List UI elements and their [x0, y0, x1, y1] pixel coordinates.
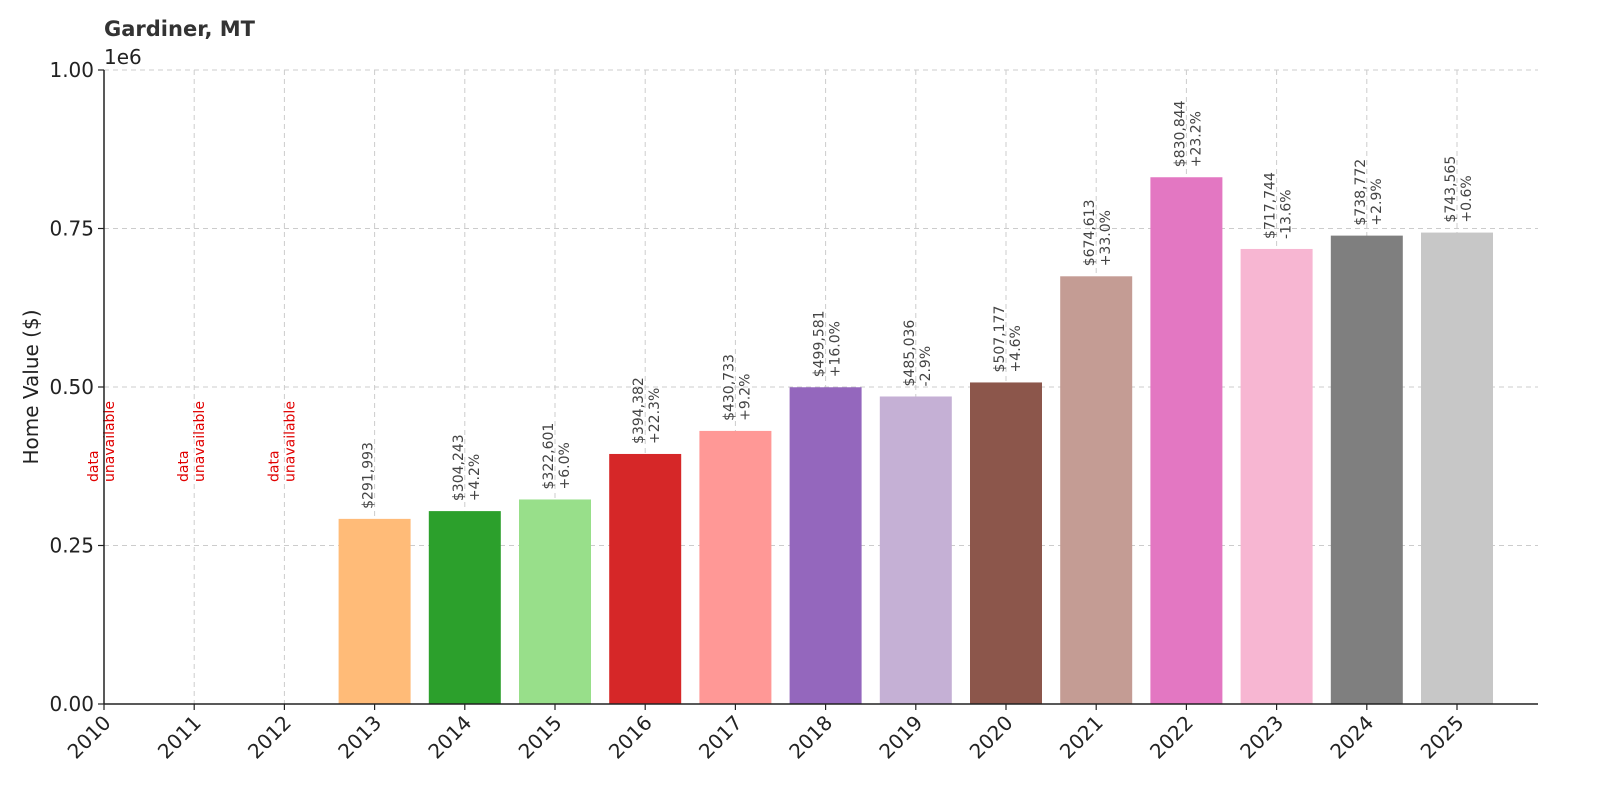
change-label: +33.0%: [1098, 210, 1114, 266]
x-tick-label: 2020: [965, 711, 1018, 764]
x-tick-label: 2014: [423, 711, 476, 764]
value-label: $743,565: [1443, 156, 1459, 223]
x-tick-label: 2025: [1416, 711, 1469, 764]
bar-label-2020: $507,177 +4.6%: [992, 306, 1024, 373]
x-tick-label: 2013: [333, 711, 386, 764]
value-label: $394,382: [631, 377, 647, 444]
change-label: +16.0%: [828, 321, 844, 377]
unavailable-line-1: data: [176, 450, 192, 482]
y-tick-label: 0.25: [49, 534, 94, 558]
bar-2024: [1330, 235, 1403, 705]
x-tick-label: 2018: [784, 711, 837, 764]
x-tick-label: 2019: [874, 711, 927, 764]
change-label: -13.6%: [1279, 189, 1295, 239]
bar-2016: [609, 453, 682, 704]
data-unavailable-label: data unavailable: [86, 401, 118, 482]
y-tick-label: 0.00: [49, 692, 94, 716]
bar-label-2022: $830,844 +23.2%: [1172, 100, 1204, 167]
change-label: -2.9%: [918, 346, 934, 387]
data-labels: data unavailable data unavailable data unavai…: [86, 100, 1475, 509]
value-label: $507,177: [992, 306, 1008, 373]
bar-label-2024: $738,772 +2.9%: [1353, 159, 1385, 226]
x-tick-label: 2010: [63, 711, 116, 764]
bar-2018: [789, 387, 862, 704]
bar-label-2013: $291,993: [361, 442, 377, 509]
bar-2014: [428, 511, 501, 704]
value-label: $499,581: [812, 310, 828, 377]
x-tick-label: 2022: [1145, 711, 1198, 764]
value-label: $304,243: [451, 434, 467, 501]
x-tick-label: 2015: [514, 711, 567, 764]
change-label: +9.2%: [737, 374, 753, 421]
bar-label-2025: $743,565 +0.6%: [1443, 156, 1475, 223]
y-tick-label: 0.50: [49, 375, 94, 399]
x-tick-label: 2021: [1055, 711, 1108, 764]
bar-label-2014: $304,243 +4.2%: [451, 434, 483, 501]
y-axis-label: Home Value ($): [19, 309, 43, 464]
bar-2023: [1240, 248, 1313, 704]
value-label: $738,772: [1353, 159, 1369, 226]
bar-2021: [1060, 276, 1133, 704]
value-label: $674,613: [1082, 199, 1098, 266]
bar-2020: [970, 382, 1042, 704]
change-label: +0.6%: [1459, 175, 1475, 222]
data-unavailable-label: data unavailable: [266, 401, 298, 482]
change-label: +22.3%: [647, 388, 663, 444]
bar-label-2021: $674,613 +33.0%: [1082, 199, 1114, 266]
bar-2013: [338, 518, 411, 704]
x-tick-label: 2023: [1235, 711, 1288, 764]
value-label: $430,733: [721, 354, 737, 421]
unavailable-line-2: unavailable: [192, 401, 208, 482]
bar-2015: [519, 499, 591, 704]
bar-label-2019: $485,036 -2.9%: [902, 320, 934, 387]
unavailable-line-1: data: [266, 450, 282, 482]
unavailable-line-2: unavailable: [282, 401, 298, 482]
change-label: +6.0%: [557, 442, 573, 489]
change-label: +2.9%: [1369, 178, 1385, 225]
x-tick-label: 2011: [153, 711, 206, 764]
change-label: +23.2%: [1188, 111, 1204, 167]
x-tick-label: 2012: [243, 711, 296, 764]
bar-2019: [879, 396, 952, 704]
value-label: $291,993: [361, 442, 377, 509]
bar-2022: [1150, 177, 1223, 705]
bar-label-2018: $499,581 +16.0%: [812, 310, 844, 377]
bar-label-2015: $322,601 +6.0%: [541, 423, 573, 490]
change-label: +4.2%: [467, 454, 483, 501]
x-tick-label: 2017: [694, 711, 747, 764]
x-tick-label: 2016: [604, 711, 657, 764]
data-unavailable-label: data unavailable: [176, 401, 208, 482]
unavailable-line-1: data: [86, 450, 102, 482]
y-offset-label: 1e6: [104, 45, 142, 69]
bar-2017: [699, 430, 772, 704]
y-tick-label: 1.00: [49, 58, 94, 82]
bar-2025: [1421, 232, 1493, 705]
value-label: $830,844: [1172, 100, 1188, 167]
bars: [338, 177, 1493, 705]
bar-label-2016: $394,382 +22.3%: [631, 377, 663, 444]
unavailable-line-2: unavailable: [102, 401, 118, 482]
change-label: +4.6%: [1008, 325, 1024, 372]
chart-title: Gardiner, MT: [104, 17, 256, 41]
value-label: $485,036: [902, 320, 918, 387]
bar-label-2017: $430,733 +9.2%: [721, 354, 753, 421]
value-label: $717,744: [1263, 172, 1279, 239]
x-tick-label: 2024: [1325, 711, 1378, 764]
bar-label-2023: $717,744 -13.6%: [1263, 172, 1295, 239]
y-tick-label: 0.75: [49, 217, 94, 241]
value-label: $322,601: [541, 423, 557, 490]
